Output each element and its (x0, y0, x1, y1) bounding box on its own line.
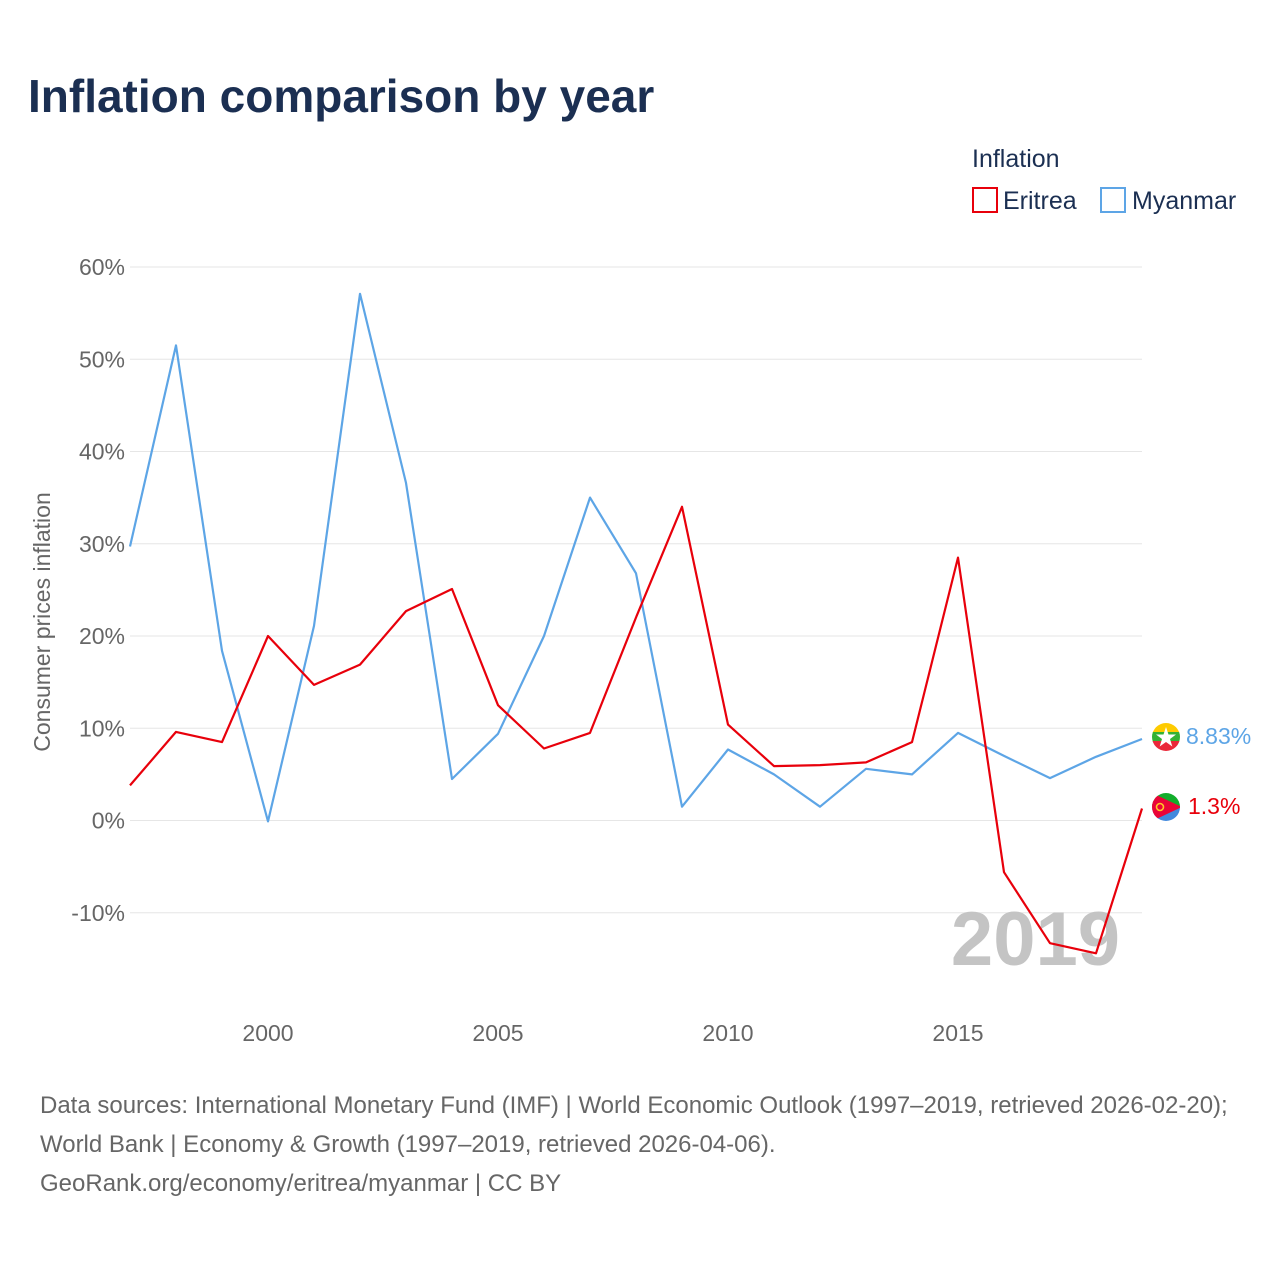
y-axis-ticks: -10% 0% 10% 20% 30% 40% 50% 60% (71, 254, 125, 926)
end-label-eritrea: 1.3% (1188, 793, 1240, 819)
y-tick-label: 20% (79, 623, 125, 649)
x-axis-ticks: 2000 2005 2010 2015 (242, 1020, 983, 1046)
x-tick-label: 2000 (242, 1020, 293, 1046)
x-tick-label: 2015 (932, 1020, 983, 1046)
y-tick-label: 10% (79, 715, 125, 741)
end-label-myanmar: 8.83% (1186, 723, 1251, 749)
year-watermark: 2019 (951, 897, 1120, 982)
legend-swatch-eritrea[interactable] (972, 187, 998, 213)
legend-label-myanmar[interactable]: Myanmar (1132, 187, 1236, 215)
source-text: Data sources: International Monetary Fun… (40, 1092, 1228, 1158)
legend-label-eritrea[interactable]: Eritrea (1003, 187, 1077, 215)
eritrea-flag-icon (1152, 793, 1180, 821)
y-tick-label: 60% (79, 254, 125, 280)
series-line-eritrea[interactable] (129, 505, 1144, 955)
y-tick-label: 0% (92, 808, 125, 834)
legend-swatch-myanmar[interactable] (1100, 187, 1126, 213)
x-tick-label: 2005 (472, 1020, 523, 1046)
y-tick-label: 40% (79, 439, 125, 465)
chart-title: Inflation comparison by year (28, 70, 654, 122)
series-lines (128, 292, 1144, 955)
y-tick-label: 30% (79, 531, 125, 557)
y-axis-label: Consumer prices inflation (29, 492, 55, 752)
x-tick-label: 2010 (702, 1020, 753, 1046)
y-tick-label: -10% (71, 900, 125, 926)
source-note: Data sources: International Monetary Fun… (40, 1086, 1250, 1203)
gridlines (130, 266, 1142, 914)
y-tick-label: 50% (79, 346, 125, 372)
legend-title: Inflation (972, 145, 1060, 173)
myanmar-flag-icon (1152, 723, 1180, 751)
source-link[interactable]: GeoRank.org/economy/eritrea/myanmar | CC… (40, 1170, 562, 1197)
series-line-myanmar[interactable] (128, 292, 1143, 823)
